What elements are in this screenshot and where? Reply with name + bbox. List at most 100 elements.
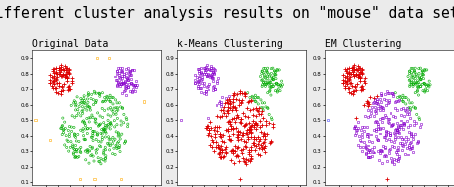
Point: [221, 140, 228, 143]
Point: [91, 130, 99, 133]
Point: [279, 83, 286, 86]
Point: [207, 75, 214, 78]
Point: [372, 127, 380, 130]
Point: [266, 113, 273, 116]
Point: [390, 122, 397, 125]
Point: [419, 89, 427, 92]
Point: [403, 107, 410, 110]
Point: [207, 75, 215, 78]
Point: [106, 148, 113, 151]
Point: [244, 107, 251, 110]
Point: [226, 101, 233, 104]
Point: [406, 72, 413, 75]
Point: [50, 76, 58, 79]
Point: [89, 130, 97, 133]
Point: [77, 150, 84, 153]
Point: [365, 148, 373, 151]
Point: [46, 81, 54, 84]
Point: [377, 151, 384, 154]
Point: [405, 144, 412, 147]
Point: [234, 147, 241, 150]
Point: [75, 155, 83, 158]
Point: [73, 114, 80, 117]
Point: [385, 118, 392, 121]
Point: [268, 118, 276, 121]
Point: [377, 148, 384, 151]
Point: [409, 144, 416, 147]
Point: [54, 75, 61, 78]
Point: [239, 148, 246, 151]
Point: [49, 80, 57, 83]
Point: [104, 119, 112, 122]
Point: [365, 104, 372, 107]
Point: [351, 133, 359, 136]
Point: [372, 112, 379, 115]
Point: [412, 91, 419, 94]
Point: [263, 124, 270, 127]
Point: [421, 91, 429, 94]
Point: [255, 102, 262, 105]
Point: [275, 83, 282, 86]
Point: [58, 75, 65, 78]
Point: [241, 123, 248, 126]
Point: [404, 119, 411, 122]
Point: [69, 143, 76, 146]
Point: [93, 99, 100, 102]
Point: [225, 109, 232, 112]
Point: [236, 90, 243, 93]
Point: [114, 131, 122, 134]
Point: [104, 124, 111, 127]
Point: [65, 73, 73, 76]
Point: [370, 114, 377, 117]
Point: [71, 135, 78, 138]
Point: [366, 148, 373, 151]
Point: [355, 66, 363, 69]
Point: [377, 150, 385, 153]
Point: [417, 85, 424, 88]
Point: [385, 92, 393, 95]
Point: [264, 71, 271, 74]
Point: [410, 76, 417, 79]
Point: [124, 78, 132, 81]
Point: [386, 133, 394, 136]
Point: [238, 99, 245, 102]
Point: [200, 91, 207, 94]
Point: [234, 136, 241, 139]
Point: [237, 118, 244, 121]
Point: [257, 144, 265, 147]
Point: [79, 120, 86, 123]
Point: [88, 93, 95, 96]
Point: [217, 155, 224, 158]
Point: [204, 117, 212, 119]
Point: [412, 77, 419, 80]
Point: [276, 83, 284, 86]
Point: [128, 82, 135, 85]
Point: [274, 89, 281, 92]
Point: [122, 81, 129, 84]
Point: [267, 94, 275, 96]
Point: [391, 138, 399, 141]
Point: [258, 70, 266, 73]
Point: [252, 127, 259, 130]
Point: [382, 132, 389, 135]
Point: [196, 75, 203, 78]
Point: [357, 140, 365, 143]
Point: [102, 148, 109, 151]
Point: [387, 156, 395, 159]
Point: [197, 67, 205, 70]
Point: [352, 84, 359, 87]
Point: [50, 68, 57, 71]
Point: [215, 147, 222, 150]
Point: [62, 69, 69, 72]
Point: [96, 144, 103, 147]
Point: [232, 109, 239, 112]
Point: [257, 153, 264, 156]
Point: [214, 76, 222, 79]
Point: [363, 101, 370, 104]
Point: [372, 105, 379, 108]
Point: [109, 110, 117, 113]
Point: [390, 145, 397, 148]
Point: [247, 124, 254, 127]
Point: [108, 124, 115, 127]
Point: [202, 69, 210, 72]
